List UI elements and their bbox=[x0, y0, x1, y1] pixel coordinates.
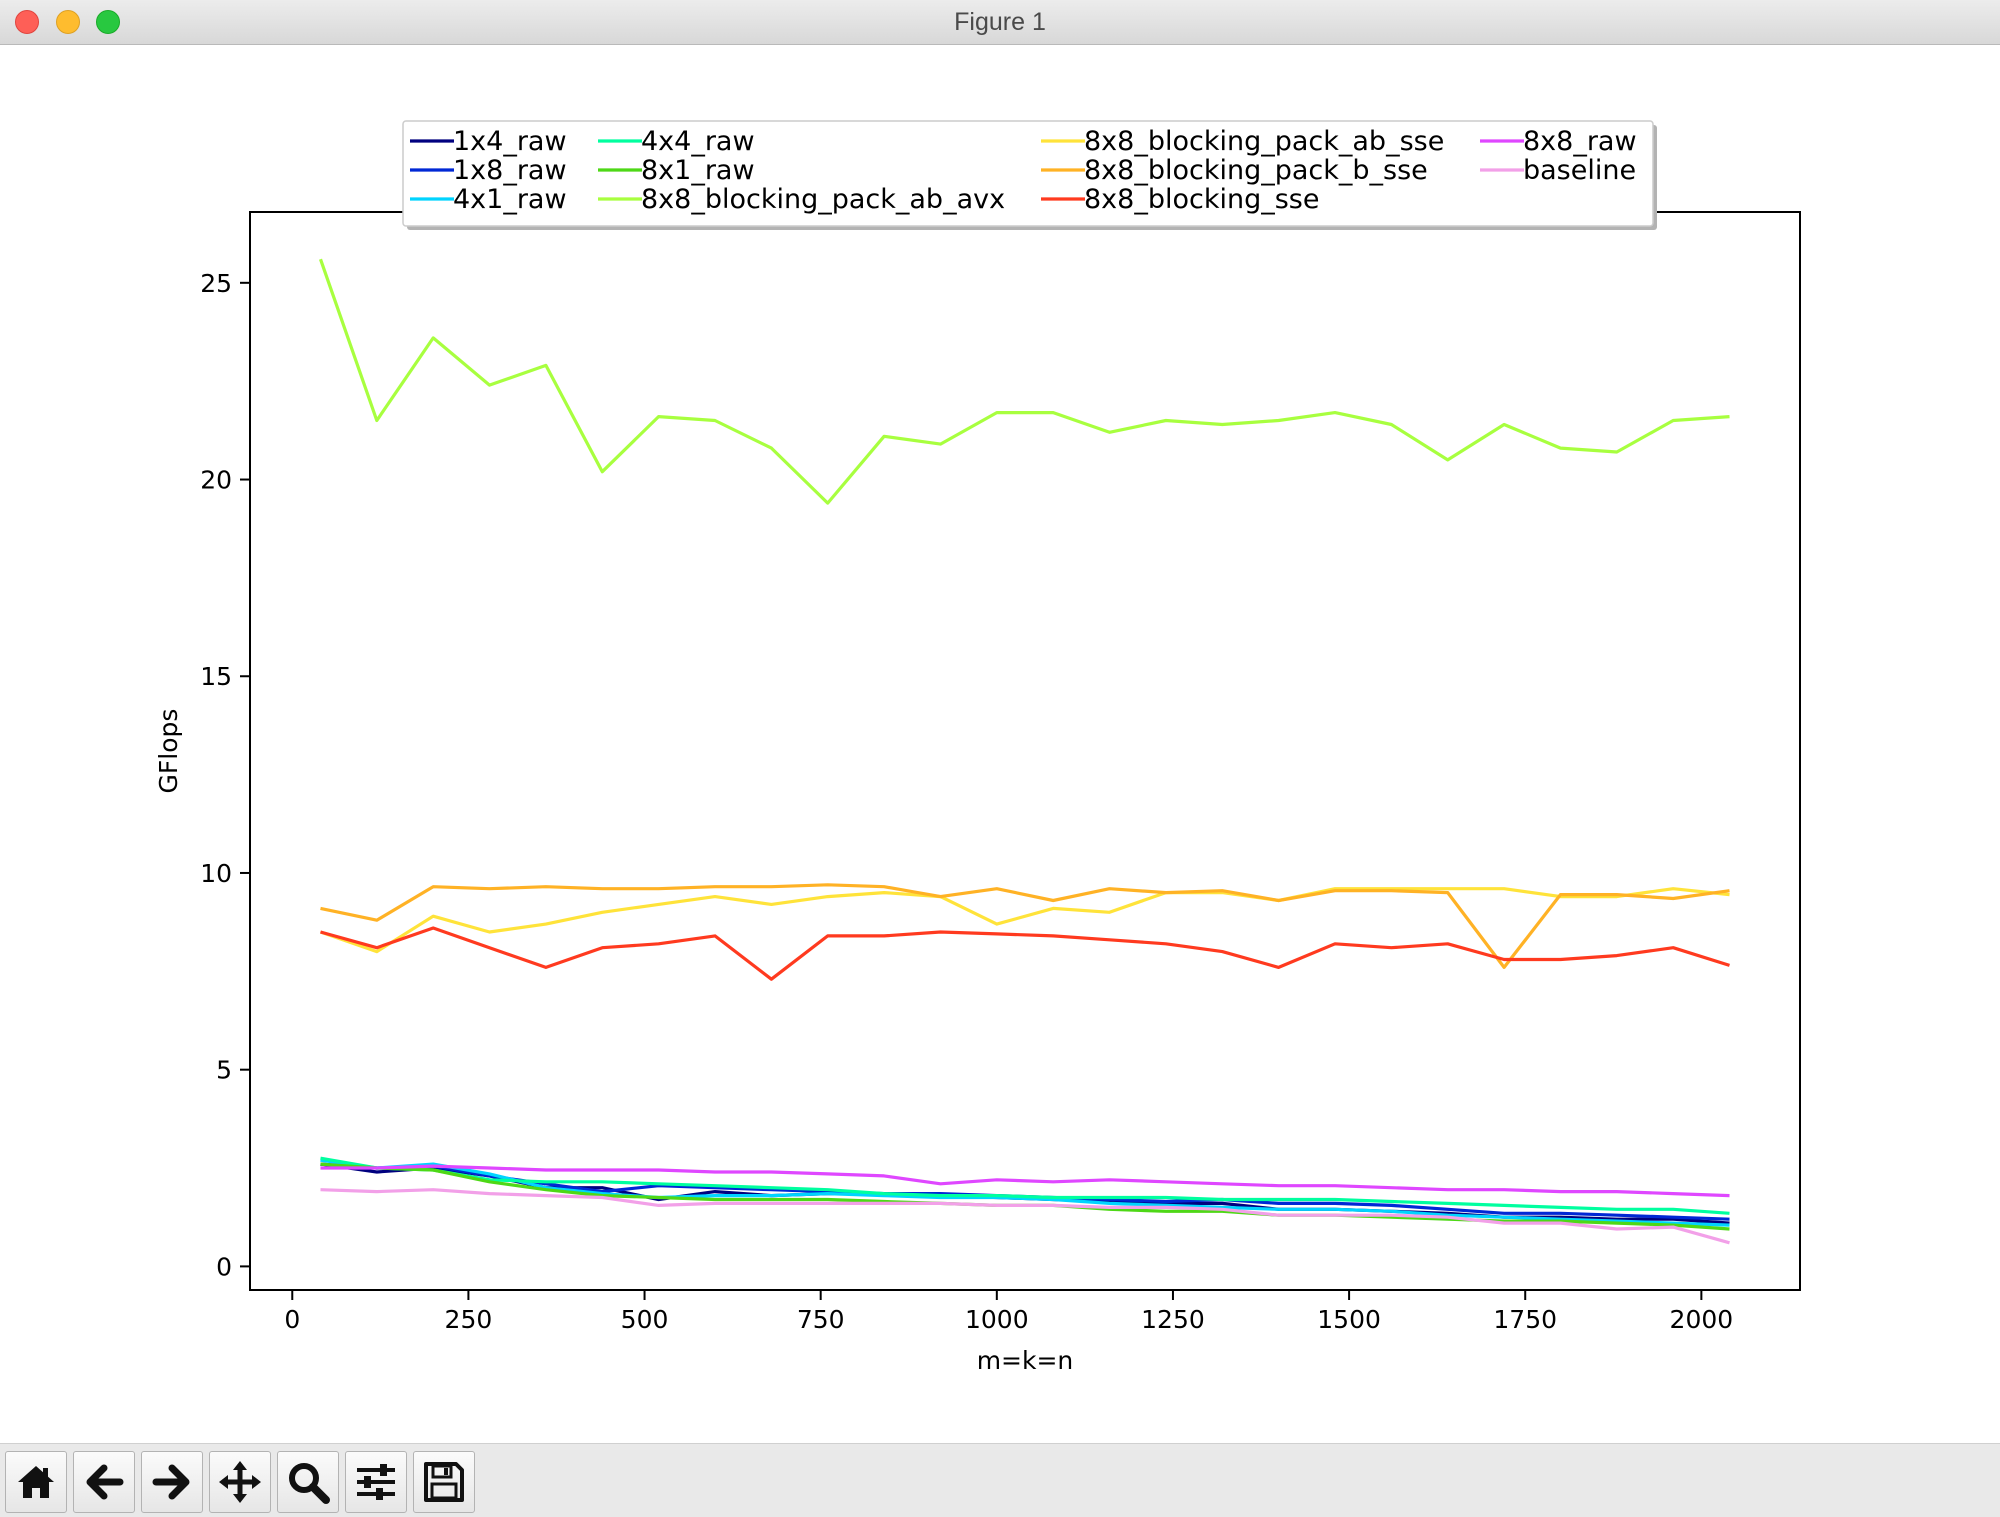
x-tick-label: 1500 bbox=[1317, 1305, 1381, 1334]
y-tick-label: 20 bbox=[200, 466, 232, 495]
legend-label: 4x4_raw bbox=[641, 126, 755, 157]
x-tick-label: 500 bbox=[621, 1305, 669, 1334]
navigation-toolbar bbox=[0, 1443, 2000, 1517]
series-line-4x1_raw bbox=[320, 1158, 1730, 1227]
y-tick-label: 0 bbox=[216, 1252, 232, 1281]
legend-box bbox=[402, 120, 1654, 227]
x-tick-label: 250 bbox=[445, 1305, 493, 1334]
line-chart: 0 250 500 750 1000 1250 1500 1750 2000 0 5 10 15 20 25… bbox=[154, 120, 1801, 1375]
legend-label: 1x4_raw bbox=[453, 126, 567, 157]
x-tick-label: 1000 bbox=[965, 1305, 1029, 1334]
arrow-left-icon bbox=[86, 1464, 124, 1500]
x-tick-label: 750 bbox=[797, 1305, 845, 1334]
series-line-baseline bbox=[320, 1188, 1730, 1245]
series-line-4x4_raw bbox=[320, 1156, 1730, 1215]
figure-canvas[interactable]: 0 250 500 750 1000 1250 1500 1750 2000 0 5 10 15 20 25… bbox=[0, 45, 2000, 1443]
legend-label: 8x8_blocking_pack_b_sse bbox=[1084, 155, 1428, 186]
legend-label: 8x1_raw bbox=[641, 155, 755, 186]
y-tick-label: 15 bbox=[200, 662, 232, 691]
zoom-button[interactable] bbox=[277, 1451, 339, 1513]
forward-button[interactable] bbox=[141, 1451, 203, 1513]
x-axis-label: m=k=n bbox=[977, 1346, 1074, 1375]
y-tick-label: 10 bbox=[200, 859, 232, 888]
legend-label: 8x8_blocking_pack_ab_avx bbox=[641, 184, 1005, 215]
y-axis-label: GFlops bbox=[154, 709, 183, 794]
y-tick-label: 5 bbox=[216, 1056, 232, 1085]
home-icon bbox=[18, 1466, 54, 1498]
series-line-8x8_blocking_sse bbox=[320, 926, 1730, 981]
back-button[interactable] bbox=[73, 1451, 135, 1513]
series-line-8x8_blocking_pack_ab_avx bbox=[318, 258, 1730, 505]
move-icon bbox=[219, 1461, 261, 1503]
legend-label: 8x8_blocking_sse bbox=[1084, 184, 1319, 215]
x-tick-label: 1250 bbox=[1141, 1305, 1205, 1334]
magnifier-icon bbox=[289, 1463, 330, 1504]
title-bar[interactable]: Figure 1 bbox=[0, 0, 2000, 45]
minimize-window-button[interactable] bbox=[56, 10, 80, 34]
home-button[interactable] bbox=[5, 1451, 67, 1513]
x-tick-label: 2000 bbox=[1670, 1305, 1734, 1334]
y-tick-label: 25 bbox=[200, 269, 232, 298]
window-title: Figure 1 bbox=[954, 8, 1046, 36]
maximize-window-button[interactable] bbox=[96, 10, 120, 34]
pan-button[interactable] bbox=[209, 1451, 271, 1513]
series-line-8x8_blocking_pack_b_sse bbox=[320, 883, 1730, 970]
x-tick-label: 1750 bbox=[1493, 1305, 1557, 1334]
configure-subplots-button[interactable] bbox=[345, 1451, 407, 1513]
plot-area-frame bbox=[249, 211, 1801, 1291]
floppy-disk-icon bbox=[424, 1462, 464, 1502]
sliders-icon bbox=[357, 1464, 395, 1500]
x-tick-label: 0 bbox=[284, 1305, 300, 1334]
close-window-button[interactable] bbox=[15, 10, 39, 34]
legend-label: 1x8_raw bbox=[453, 155, 567, 186]
series-line-8x8_blocking_pack_ab_sse bbox=[319, 887, 1730, 954]
legend-label: baseline bbox=[1523, 155, 1636, 186]
save-button[interactable] bbox=[413, 1451, 475, 1513]
series-line-8x8_raw bbox=[320, 1164, 1730, 1198]
legend-label: 8x8_raw bbox=[1523, 126, 1637, 157]
legend-label: 4x1_raw bbox=[453, 184, 567, 215]
arrow-right-icon bbox=[152, 1464, 190, 1500]
legend-label: 8x8_blocking_pack_ab_sse bbox=[1084, 126, 1444, 157]
